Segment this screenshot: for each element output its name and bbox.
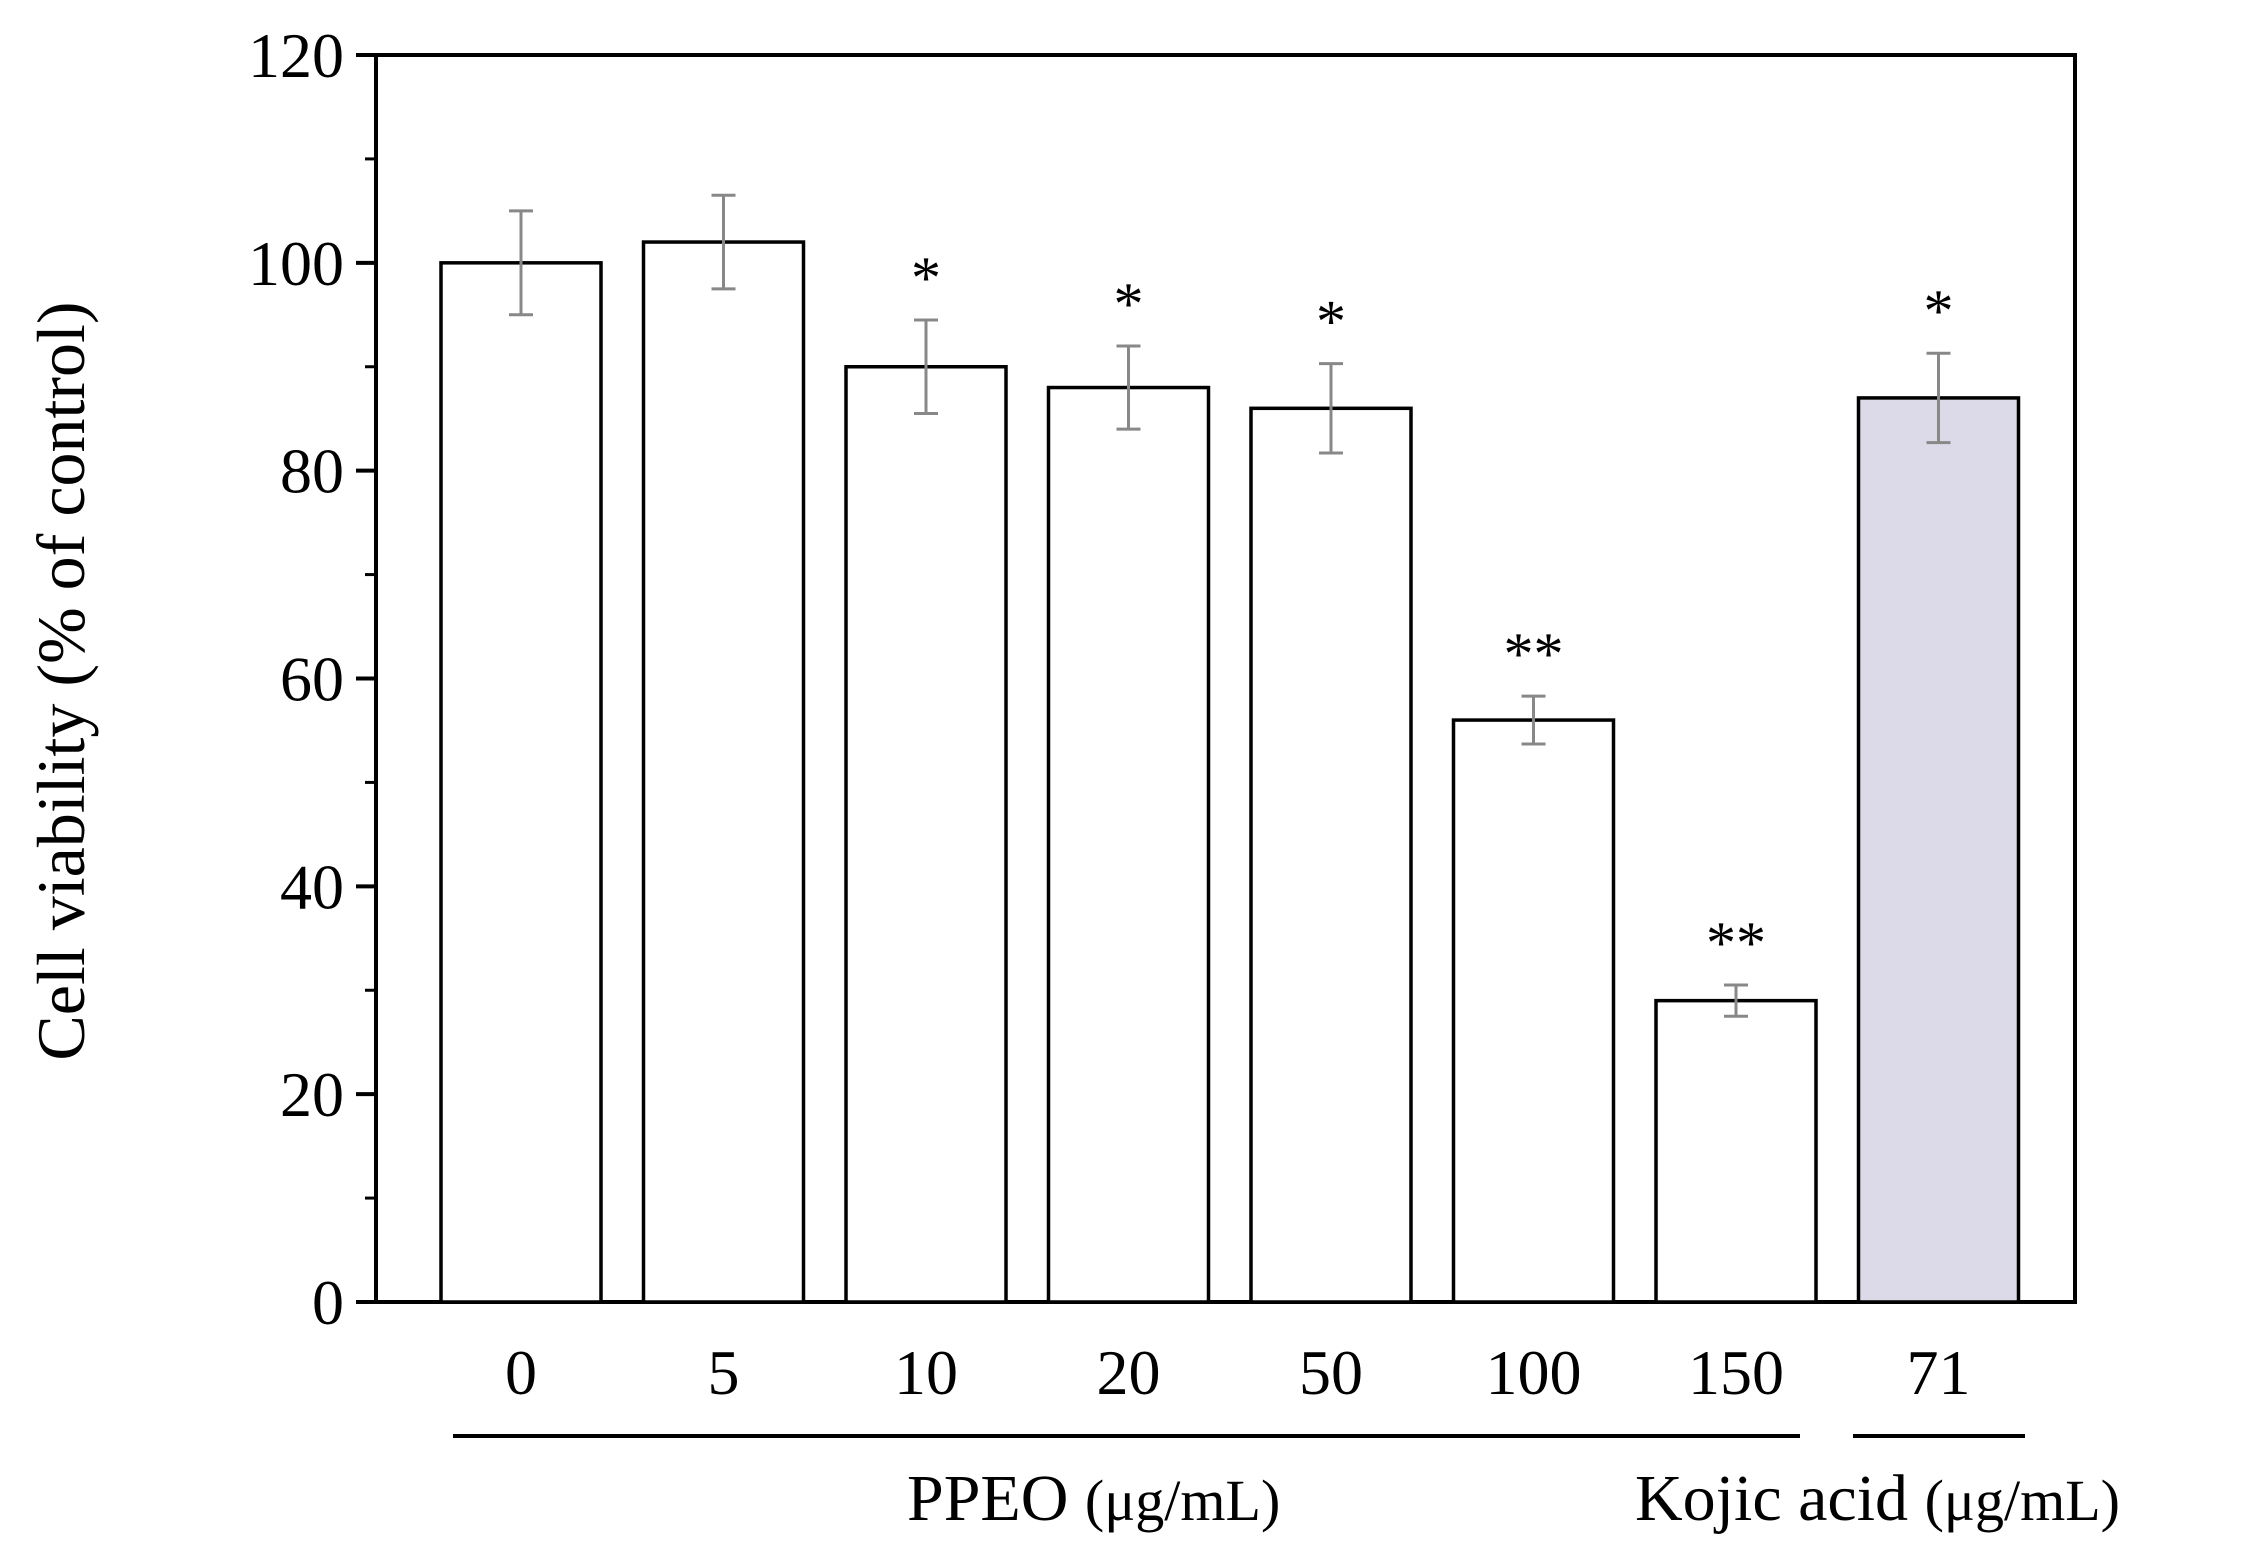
plot-frame	[374, 53, 2077, 1304]
bar	[1654, 998, 1818, 1304]
bar	[1856, 396, 2021, 1304]
significance-marker: *	[1114, 271, 1144, 337]
y-axis-title: Cell viability (% of control)	[23, 301, 99, 1060]
plot-area: 0 20 40 60 80 100 120 0 5 * 10 * 20 * 50 ** 100 ** 150 * 71	[248, 20, 2077, 1408]
y-tick-label: 20	[280, 1059, 344, 1130]
significance-marker: *	[1924, 278, 1954, 344]
group-label-ppeo-name: PPEO	[907, 1462, 1068, 1535]
group-label-kojic-name: Kojic acid	[1635, 1462, 1908, 1535]
y-tick-label: 0	[312, 1267, 344, 1338]
x-tick-label: 0	[505, 1337, 537, 1408]
significance-marker: *	[1316, 289, 1346, 355]
y-tick-label: 40	[280, 851, 344, 922]
x-tick-label: 50	[1299, 1337, 1363, 1408]
x-tick-label: 20	[1097, 1337, 1161, 1408]
y-tick-label: 60	[280, 644, 344, 715]
group-label-kojic-unit: (μg/mL)	[1925, 1468, 2120, 1533]
bar	[641, 240, 806, 1304]
x-tick-label: 5	[708, 1337, 740, 1408]
bar	[844, 365, 1008, 1304]
x-tick-label: 150	[1688, 1337, 1784, 1408]
y-tick-label: 100	[248, 228, 344, 299]
significance-marker: *	[911, 245, 941, 311]
significance-marker: **	[1504, 621, 1564, 687]
bar	[1046, 385, 1211, 1304]
significance-marker: **	[1706, 910, 1766, 976]
bar	[1249, 406, 1413, 1304]
x-tick-label: 71	[1907, 1337, 1971, 1408]
group-label-kojic-acid: Kojic acid (μg/mL)	[1635, 1462, 2120, 1535]
x-tick-label: 10	[894, 1337, 958, 1408]
bar	[1451, 718, 1616, 1304]
x-tick-label: 100	[1486, 1337, 1582, 1408]
y-tick-label: 120	[248, 20, 344, 91]
bar	[439, 261, 603, 1304]
group-label-ppeo: PPEO (μg/mL)	[907, 1462, 1280, 1535]
group-label-ppeo-unit: (μg/mL)	[1085, 1468, 1280, 1533]
y-tick-label: 80	[280, 436, 344, 507]
